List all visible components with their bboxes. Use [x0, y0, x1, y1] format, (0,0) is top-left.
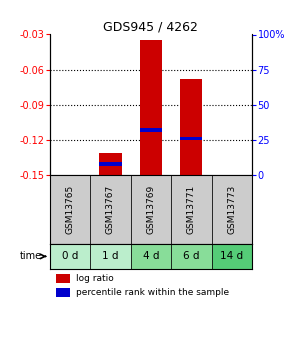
- Text: log ratio: log ratio: [76, 274, 114, 283]
- Bar: [131, 175, 171, 244]
- Text: 1 d: 1 d: [102, 252, 119, 262]
- Bar: [212, 175, 252, 244]
- Bar: [99, 162, 122, 166]
- Text: GSM13773: GSM13773: [227, 185, 236, 234]
- Text: GSM13771: GSM13771: [187, 185, 196, 234]
- Bar: [90, 244, 131, 269]
- Text: percentile rank within the sample: percentile rank within the sample: [76, 288, 229, 297]
- Text: GSM13767: GSM13767: [106, 185, 115, 234]
- Bar: [171, 244, 212, 269]
- Bar: [140, 128, 162, 132]
- Text: GSM13765: GSM13765: [66, 185, 74, 234]
- Bar: [56, 288, 70, 297]
- Text: 14 d: 14 d: [220, 252, 243, 262]
- Bar: [171, 175, 212, 244]
- Text: 4 d: 4 d: [143, 252, 159, 262]
- Bar: [56, 274, 70, 283]
- Bar: [212, 244, 252, 269]
- Bar: [140, 40, 162, 175]
- Bar: [131, 244, 171, 269]
- Bar: [99, 153, 122, 175]
- Bar: [180, 137, 202, 140]
- Bar: [90, 175, 131, 244]
- Bar: [50, 175, 90, 244]
- Bar: [180, 79, 202, 175]
- Bar: [50, 244, 90, 269]
- Text: time: time: [20, 252, 42, 262]
- Text: GSM13769: GSM13769: [146, 185, 155, 234]
- Title: GDS945 / 4262: GDS945 / 4262: [103, 20, 198, 33]
- Text: 0 d: 0 d: [62, 252, 78, 262]
- Text: 6 d: 6 d: [183, 252, 200, 262]
